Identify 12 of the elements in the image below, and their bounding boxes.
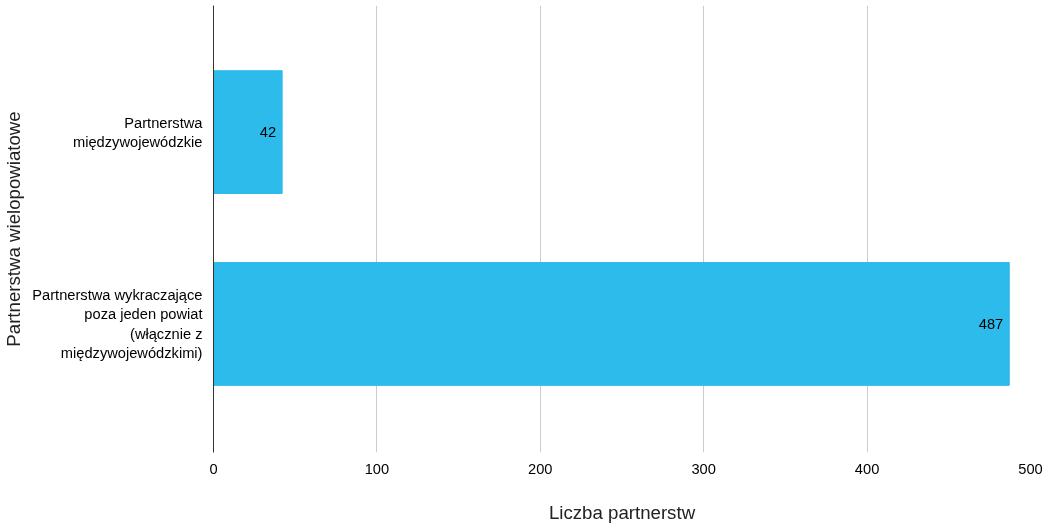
y-tick-label: Partnerstwa międzywojewódzkie xyxy=(72,114,204,150)
data-label: 487 xyxy=(978,315,1004,332)
data-label: 42 xyxy=(259,124,277,141)
x-tick-label: 100 xyxy=(364,460,390,477)
x-axis-title: Liczba partnerstw xyxy=(548,501,696,523)
x-tick-label: 500 xyxy=(1018,460,1043,477)
x-tick-label: 200 xyxy=(528,460,553,477)
y-tick-label: Partnerstwa wykraczające poza jeden powiat (włącznie z międzywojewódzkimi) xyxy=(32,287,203,361)
x-tick-label: 300 xyxy=(691,460,716,477)
x-tick-label: 0 xyxy=(209,460,218,477)
y-axis-title: Partnerstwa wielopowiatowe xyxy=(3,111,25,347)
x-tick-label: 400 xyxy=(854,460,880,477)
